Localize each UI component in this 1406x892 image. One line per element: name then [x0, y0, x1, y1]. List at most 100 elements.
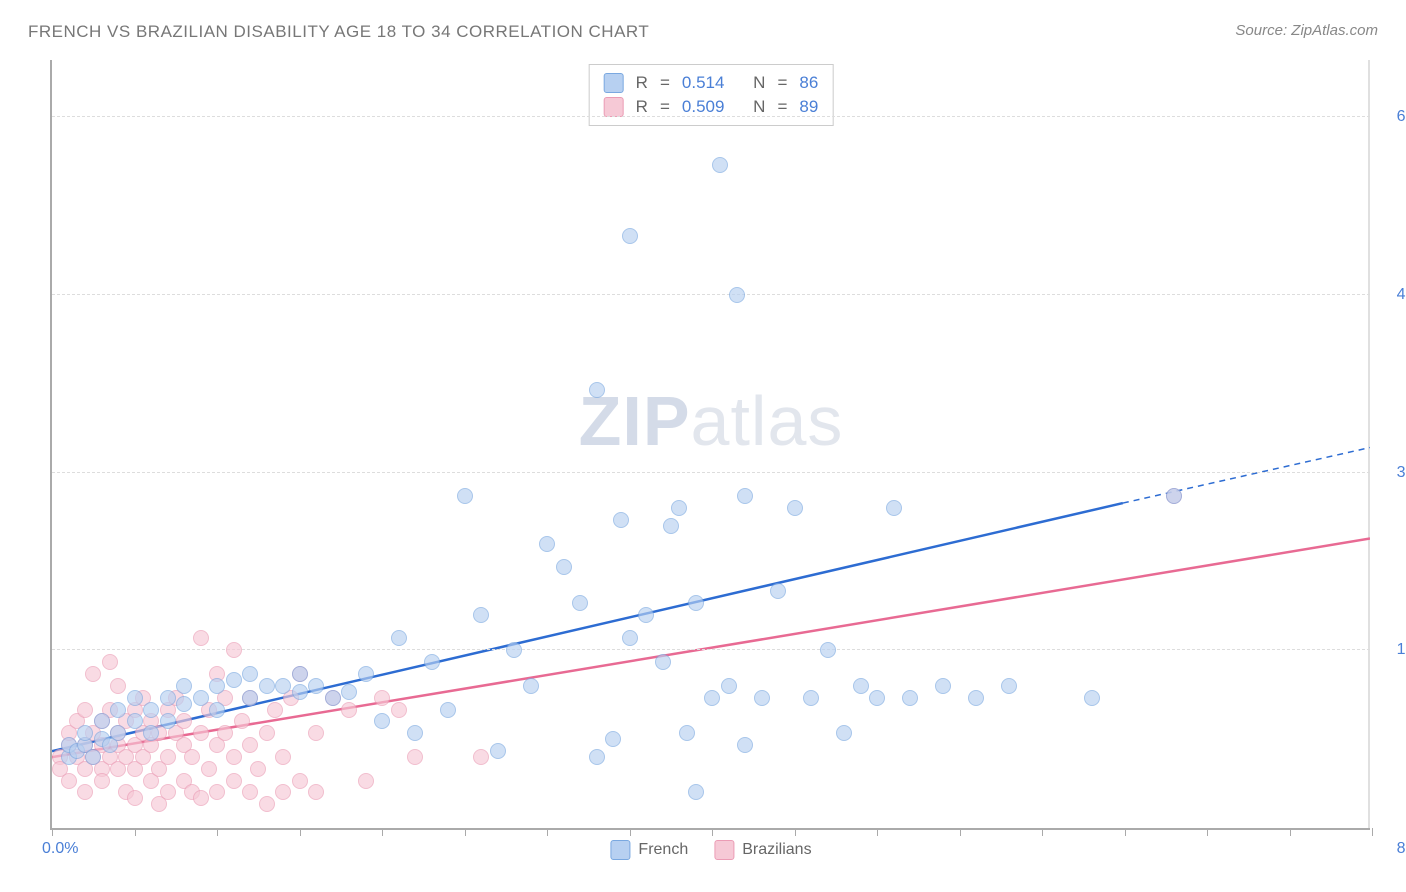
scatter-point-french	[589, 382, 605, 398]
scatter-point-brazilians	[209, 784, 225, 800]
gridline-y	[52, 472, 1370, 473]
scatter-point-brazilians	[193, 630, 209, 646]
scatter-point-french	[160, 713, 176, 729]
scatter-point-french	[688, 784, 704, 800]
scatter-point-brazilians	[85, 666, 101, 682]
y-tick-label: 30.0%	[1382, 464, 1406, 482]
scatter-point-french	[1084, 690, 1100, 706]
scatter-point-french	[127, 690, 143, 706]
scatter-point-french	[358, 666, 374, 682]
plot-right-border	[1368, 60, 1370, 828]
stat-eq: =	[660, 73, 670, 93]
scatter-point-brazilians	[160, 749, 176, 765]
scatter-point-french	[176, 678, 192, 694]
scatter-point-french	[407, 725, 423, 741]
scatter-point-french	[729, 287, 745, 303]
scatter-point-french	[737, 737, 753, 753]
scatter-point-french	[341, 684, 357, 700]
stat-R-label: R	[636, 97, 648, 117]
scatter-point-french	[506, 642, 522, 658]
legend-label-french: French	[638, 841, 688, 859]
scatter-point-french	[110, 725, 126, 741]
scatter-point-french	[176, 696, 192, 712]
stat-N-label: N	[753, 73, 765, 93]
y-tick-label: 45.0%	[1382, 286, 1406, 304]
scatter-point-french	[663, 518, 679, 534]
scatter-point-french	[292, 666, 308, 682]
scatter-point-french	[193, 690, 209, 706]
legend-label-brazilians: Brazilians	[742, 841, 811, 859]
scatter-point-french	[836, 725, 852, 741]
scatter-point-french	[242, 690, 258, 706]
scatter-point-french	[613, 512, 629, 528]
scatter-point-brazilians	[341, 702, 357, 718]
scatter-point-brazilians	[226, 773, 242, 789]
scatter-point-french	[523, 678, 539, 694]
scatter-point-brazilians	[102, 654, 118, 670]
regression-line	[52, 539, 1370, 758]
scatter-point-brazilians	[407, 749, 423, 765]
scatter-point-french	[143, 702, 159, 718]
source-name: ZipAtlas.com	[1291, 22, 1378, 39]
scatter-point-french	[77, 725, 93, 741]
scatter-point-french	[143, 725, 159, 741]
scatter-point-french	[242, 666, 258, 682]
scatter-point-french	[160, 690, 176, 706]
x-tick	[1207, 828, 1208, 836]
scatter-point-french	[374, 713, 390, 729]
scatter-point-french	[754, 690, 770, 706]
scatter-point-french	[85, 749, 101, 765]
scatter-point-brazilians	[184, 749, 200, 765]
stat-R-french: 0.514	[682, 73, 725, 93]
x-tick	[1372, 828, 1373, 836]
scatter-point-brazilians	[358, 773, 374, 789]
x-tick	[712, 828, 713, 836]
x-tick	[877, 828, 878, 836]
stat-eq: =	[777, 73, 787, 93]
swatch-brazilians	[604, 97, 624, 117]
scatter-point-brazilians	[217, 725, 233, 741]
scatter-point-french	[110, 702, 126, 718]
x-tick	[52, 828, 53, 836]
scatter-point-french	[539, 536, 555, 552]
scatter-point-french	[853, 678, 869, 694]
x-tick	[630, 828, 631, 836]
swatch-french	[604, 73, 624, 93]
scatter-point-brazilians	[77, 702, 93, 718]
scatter-point-french	[770, 583, 786, 599]
legend-swatch-french	[610, 840, 630, 860]
legend-item-brazilians: Brazilians	[714, 840, 811, 860]
x-tick	[795, 828, 796, 836]
x-origin-label: 0.0%	[42, 840, 78, 858]
scatter-point-french	[259, 678, 275, 694]
y-tick-label: 60.0%	[1382, 108, 1406, 126]
scatter-point-brazilians	[234, 713, 250, 729]
scatter-point-french	[803, 690, 819, 706]
scatter-point-brazilians	[160, 784, 176, 800]
scatter-point-french	[655, 654, 671, 670]
scatter-point-brazilians	[259, 725, 275, 741]
gridline-y	[52, 116, 1370, 117]
scatter-point-french	[968, 690, 984, 706]
scatter-point-french	[391, 630, 407, 646]
plot-area: ZIPatlas R = 0.514 N = 86 R = 0.509 N	[50, 60, 1370, 830]
legend-swatch-brazilians	[714, 840, 734, 860]
scatter-point-french	[308, 678, 324, 694]
scatter-point-brazilians	[308, 784, 324, 800]
scatter-point-brazilians	[250, 761, 266, 777]
x-tick	[135, 828, 136, 836]
x-tick	[1290, 828, 1291, 836]
scatter-point-french	[127, 713, 143, 729]
scatter-point-french	[704, 690, 720, 706]
gridline-y	[52, 649, 1370, 650]
scatter-point-french	[679, 725, 695, 741]
scatter-point-french	[737, 488, 753, 504]
scatter-point-brazilians	[226, 749, 242, 765]
scatter-point-french	[490, 743, 506, 759]
scatter-point-french	[1166, 488, 1182, 504]
scatter-point-french	[638, 607, 654, 623]
scatter-point-brazilians	[275, 784, 291, 800]
scatter-point-french	[226, 672, 242, 688]
x-tick	[547, 828, 548, 836]
scatter-point-brazilians	[242, 784, 258, 800]
